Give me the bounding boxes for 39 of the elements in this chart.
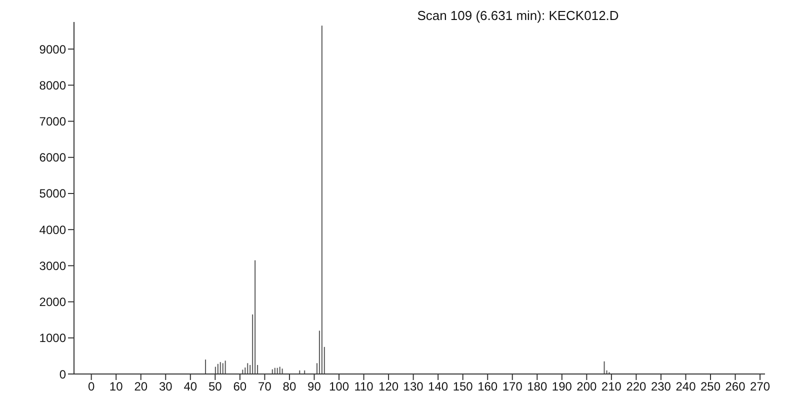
x-tick-label: 80	[282, 380, 296, 394]
x-tick-label: 20	[134, 380, 148, 394]
x-tick-label: 240	[676, 380, 696, 394]
x-tick-label: 120	[378, 380, 399, 394]
x-tick-label: 180	[527, 380, 548, 394]
x-tick-label: 170	[502, 380, 523, 394]
chart-title: Scan 109 (6.631 min): KECK012.D	[416, 8, 620, 23]
x-tick-label: 70	[258, 380, 272, 394]
x-tick-label: 30	[158, 380, 173, 394]
y-tick-label: 5000	[39, 186, 66, 201]
x-tick-label: 140	[428, 380, 448, 394]
y-tick-label: 6000	[39, 150, 66, 165]
y-tick-label: 9000	[39, 42, 66, 56]
x-tick-label: 190	[552, 380, 572, 394]
y-tick-label: 7000	[39, 114, 66, 129]
x-tick-label: 270	[750, 380, 770, 394]
x-tick-label: 160	[478, 380, 498, 394]
y-tick-label: 2000	[39, 295, 66, 310]
y-tick-label: 3000	[39, 258, 66, 273]
x-tick-label: 260	[725, 380, 746, 394]
x-tick-label: 100	[328, 380, 350, 394]
x-tick-label: 200	[576, 380, 598, 394]
x-tick-label: 130	[403, 380, 424, 394]
y-tick-label: 1000	[39, 331, 66, 346]
x-tick-label: 40	[184, 380, 198, 394]
x-tick-label: 90	[308, 380, 322, 394]
x-tick-label: 220	[626, 380, 647, 394]
x-tick-label: 10	[109, 380, 124, 394]
y-tick-label: 8000	[39, 78, 66, 92]
x-tick-label: 60	[233, 380, 247, 394]
y-tick-label: 4000	[39, 222, 66, 237]
x-tick-label: 0	[88, 380, 95, 394]
x-tick-label: 150	[452, 380, 474, 394]
y-tick-label: 0	[59, 367, 66, 382]
x-tick-label: 230	[650, 380, 672, 394]
x-tick-label: 50	[208, 380, 222, 394]
x-tick-label: 210	[601, 380, 622, 394]
x-tick-label: 250	[700, 380, 721, 394]
x-tick-label: 110	[354, 380, 374, 394]
